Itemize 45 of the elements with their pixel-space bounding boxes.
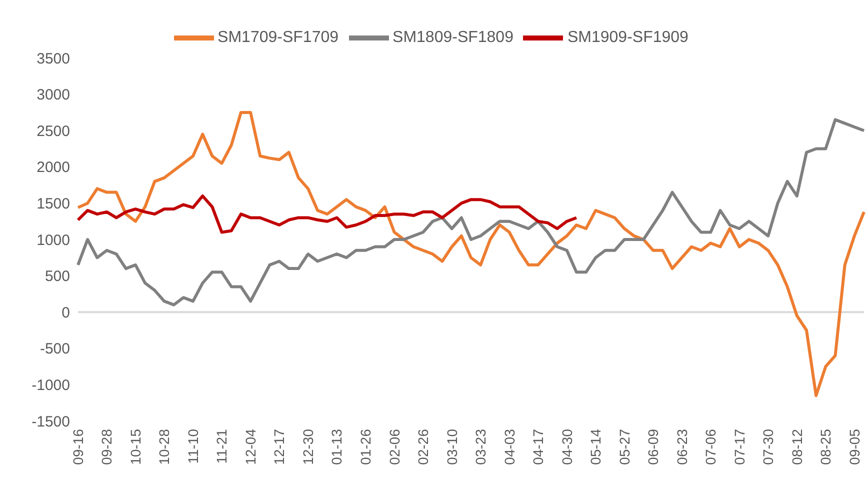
- x-tick-label: 03-23: [472, 428, 489, 465]
- x-tick-label: 02-06: [386, 428, 402, 465]
- legend-label: SM1809-SF1809: [392, 29, 514, 46]
- line-series: [76, 118, 866, 306]
- x-tick-label: 12-17: [271, 428, 288, 465]
- x-tick-label: 02-26: [415, 428, 432, 465]
- y-tick-label: -500: [40, 340, 70, 358]
- x-tick-label: 07-06: [702, 428, 719, 465]
- x-tick-label: 06-09: [645, 428, 662, 465]
- y-tick-label: 1000: [36, 232, 70, 249]
- x-tick-label: 10-15: [127, 428, 144, 465]
- x-tick-label: 08-25: [818, 428, 834, 465]
- x-tick-label: 05-27: [616, 428, 632, 465]
- y-tick-label: 500: [44, 268, 70, 286]
- x-tick-label: 04-03: [501, 428, 518, 465]
- x-tick-label: 04-17: [530, 428, 546, 465]
- x-tick-label: 07-17: [731, 428, 748, 465]
- x-tick-label: 01-13: [328, 428, 345, 465]
- y-tick-label: 3500: [36, 50, 70, 68]
- x-tick-label: 12-30: [300, 428, 316, 465]
- x-tick-label: 04-30: [558, 428, 575, 465]
- line-series: [76, 110, 866, 398]
- y-tick-label: 1500: [36, 196, 70, 213]
- y-tick-label: 0: [62, 304, 70, 322]
- x-tick-label: 09-05: [846, 428, 862, 465]
- x-tick-label: 01-26: [358, 428, 374, 465]
- x-tick-label: 10-28: [156, 428, 172, 465]
- x-tick-label: 08-12: [788, 428, 805, 465]
- y-tick-label: 2500: [36, 122, 70, 140]
- legend-label: SM1709-SF1709: [218, 29, 339, 46]
- x-tick-label: 12-04: [242, 428, 258, 465]
- x-tick-label: 09-16: [70, 428, 86, 465]
- y-tick-label: -1500: [32, 413, 70, 430]
- line-series: [76, 194, 578, 234]
- x-tick-label: 05-14: [588, 428, 604, 465]
- x-tick-label: 11-21: [214, 428, 230, 464]
- x-tick-label: 06-23: [674, 428, 690, 465]
- x-tick-label: 03-10: [444, 428, 460, 465]
- y-tick-label: 3000: [36, 86, 70, 104]
- y-tick-label: 2000: [36, 159, 70, 176]
- x-tick-label: 07-30: [760, 428, 776, 465]
- legend-label: SM1909-SF1909: [567, 29, 688, 46]
- y-tick-label: -1000: [32, 377, 70, 394]
- x-tick-label: 09-28: [98, 428, 115, 465]
- x-tick-label: 11-10: [184, 428, 201, 464]
